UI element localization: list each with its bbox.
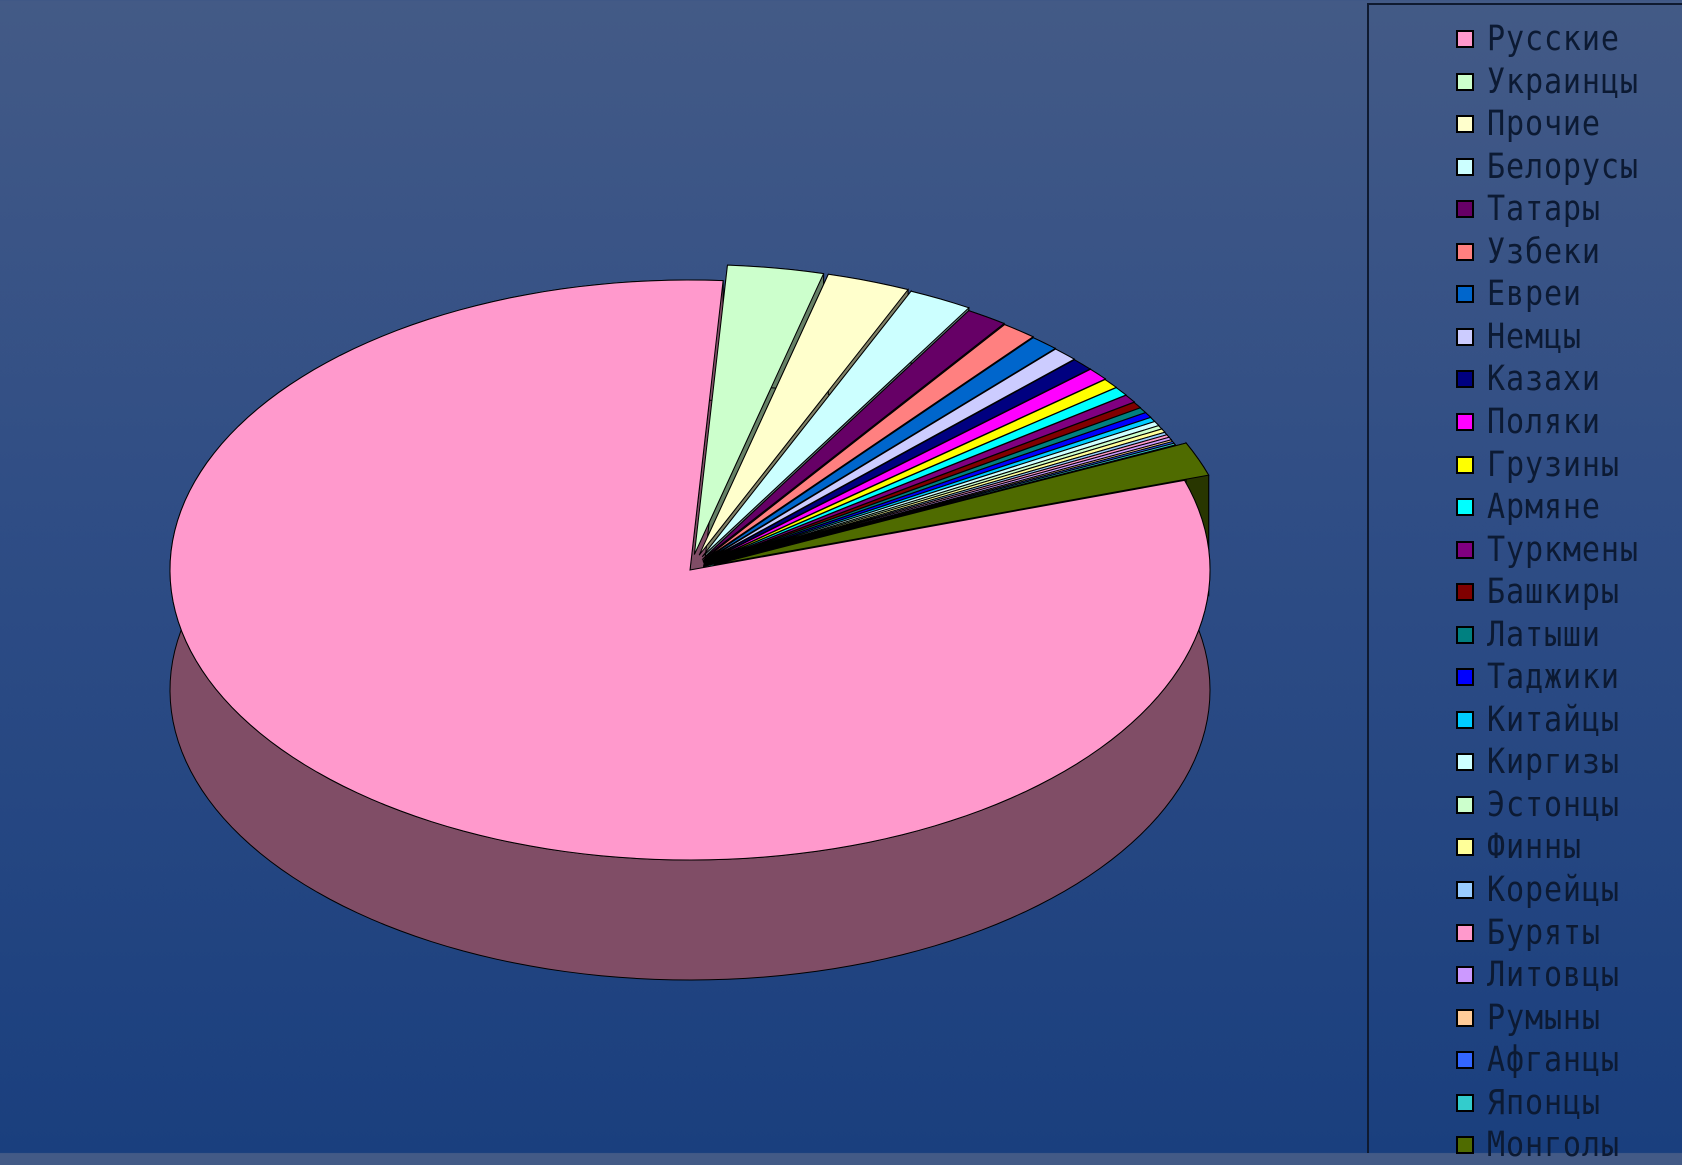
legend-label: Эстонцы	[1487, 784, 1620, 825]
legend-item: Японцы	[1456, 1083, 1619, 1123]
legend-swatch	[1456, 1136, 1474, 1155]
legend-swatch	[1456, 710, 1474, 729]
legend-label: Монголы	[1487, 1125, 1620, 1165]
legend-label: Буряты	[1487, 912, 1601, 953]
legend-swatch	[1456, 200, 1474, 219]
legend-swatch	[1456, 72, 1474, 91]
legend-swatch	[1456, 498, 1474, 517]
legend-item: Башкиры	[1456, 572, 1642, 612]
legend-swatch	[1456, 285, 1474, 304]
legend-swatch	[1456, 157, 1474, 176]
pie-slice	[701, 290, 970, 558]
pie-slice	[693, 264, 825, 555]
legend-label: Белорусы	[1487, 146, 1639, 187]
legend-label: Литовцы	[1487, 955, 1620, 996]
legend-label: Корейцы	[1487, 870, 1620, 910]
legend-item: Литовцы	[1456, 955, 1642, 995]
legend-item: Афганцы	[1456, 1040, 1642, 1080]
legend-swatch	[1456, 625, 1474, 644]
legend-item: Русские	[1456, 19, 1642, 59]
legend-label: Немцы	[1487, 316, 1582, 357]
legend-label: Китайцы	[1487, 699, 1620, 740]
legend-label: Евреи	[1487, 274, 1582, 315]
pie-slice	[713, 442, 1210, 566]
legend-label: Туркмены	[1487, 529, 1639, 570]
legend-swatch	[1456, 838, 1474, 857]
pie-slice	[169, 279, 1211, 861]
slice-tops	[169, 264, 1211, 861]
legend-item: Татары	[1456, 189, 1619, 229]
legend-item: Латыши	[1456, 615, 1619, 655]
legend-label: Узбеки	[1487, 231, 1601, 272]
pie-slice	[698, 273, 909, 556]
legend-item: Поляки	[1456, 402, 1619, 442]
legend-swatch	[1456, 1008, 1474, 1027]
legend-item: Армяне	[1456, 487, 1619, 527]
legend-swatch	[1456, 923, 1474, 942]
legend-swatch	[1456, 412, 1474, 431]
pie-slice	[702, 337, 1057, 563]
legend-label: Афганцы	[1487, 1040, 1620, 1081]
legend-item: Корейцы	[1456, 870, 1642, 910]
pie-slice	[703, 442, 1177, 568]
legend-label: Казахи	[1487, 359, 1601, 400]
legend-label: Украинцы	[1487, 61, 1639, 102]
legend-item: Буряты	[1456, 913, 1619, 953]
legend-item: Украинцы	[1456, 62, 1664, 102]
legend-item: Таджики	[1456, 657, 1642, 697]
legend-item: Евреи	[1456, 274, 1597, 314]
legend-swatch	[1456, 881, 1474, 899]
legend-label: Киргизы	[1487, 742, 1620, 783]
legend-item: Эстонцы	[1456, 785, 1642, 825]
legend: Русские Украинцы Прочие Белорусы Татары Узбек…	[1367, 3, 1682, 1165]
legend-item: Грузины	[1456, 445, 1642, 485]
pie-slice	[702, 348, 1076, 563]
legend-item: Румыны	[1456, 998, 1619, 1038]
pie-slice	[701, 310, 1006, 561]
legend-item: Прочие	[1456, 104, 1619, 144]
pie-slice	[702, 324, 1035, 562]
legend-item: Финны	[1456, 827, 1597, 867]
legend-label: Русские	[1487, 19, 1620, 59]
legend-swatch	[1456, 966, 1474, 985]
legend-item: Немцы	[1456, 317, 1597, 357]
legend-item: Киргизы	[1456, 742, 1642, 782]
legend-swatch	[1456, 242, 1474, 261]
legend-item: Узбеки	[1456, 232, 1619, 272]
legend-item: Китайцы	[1456, 700, 1642, 740]
legend-swatch	[1456, 1093, 1474, 1112]
legend-swatch	[1456, 370, 1474, 389]
legend-label: Прочие	[1487, 104, 1601, 145]
legend-swatch	[1456, 327, 1474, 346]
legend-item: Туркмены	[1456, 530, 1664, 570]
legend-swatch	[1456, 30, 1474, 48]
legend-label: Латыши	[1487, 614, 1601, 655]
legend-label: Японцы	[1487, 1082, 1601, 1123]
legend-swatch	[1456, 1051, 1474, 1070]
legend-swatch	[1456, 583, 1474, 602]
legend-label: Башкиры	[1487, 572, 1620, 613]
legend-label: Поляки	[1487, 401, 1601, 442]
pie-slice	[703, 359, 1092, 564]
legend-item: Монголы	[1456, 1125, 1642, 1165]
legend-swatch	[1456, 540, 1474, 559]
legend-label: Татары	[1487, 189, 1601, 230]
legend-item: Казахи	[1456, 359, 1619, 399]
pie-slice	[703, 368, 1107, 564]
legend-label: Грузины	[1487, 444, 1620, 485]
legend-swatch	[1456, 753, 1474, 772]
legend-swatch	[1456, 795, 1474, 814]
legend-item: Белорусы	[1456, 147, 1664, 187]
legend-label: Армяне	[1487, 487, 1601, 528]
legend-label: Таджики	[1487, 657, 1620, 698]
legend-swatch	[1456, 668, 1474, 687]
legend-label: Финны	[1487, 827, 1582, 868]
legend-swatch	[1456, 455, 1474, 474]
legend-label: Румыны	[1487, 997, 1601, 1038]
legend-swatch	[1456, 115, 1474, 134]
